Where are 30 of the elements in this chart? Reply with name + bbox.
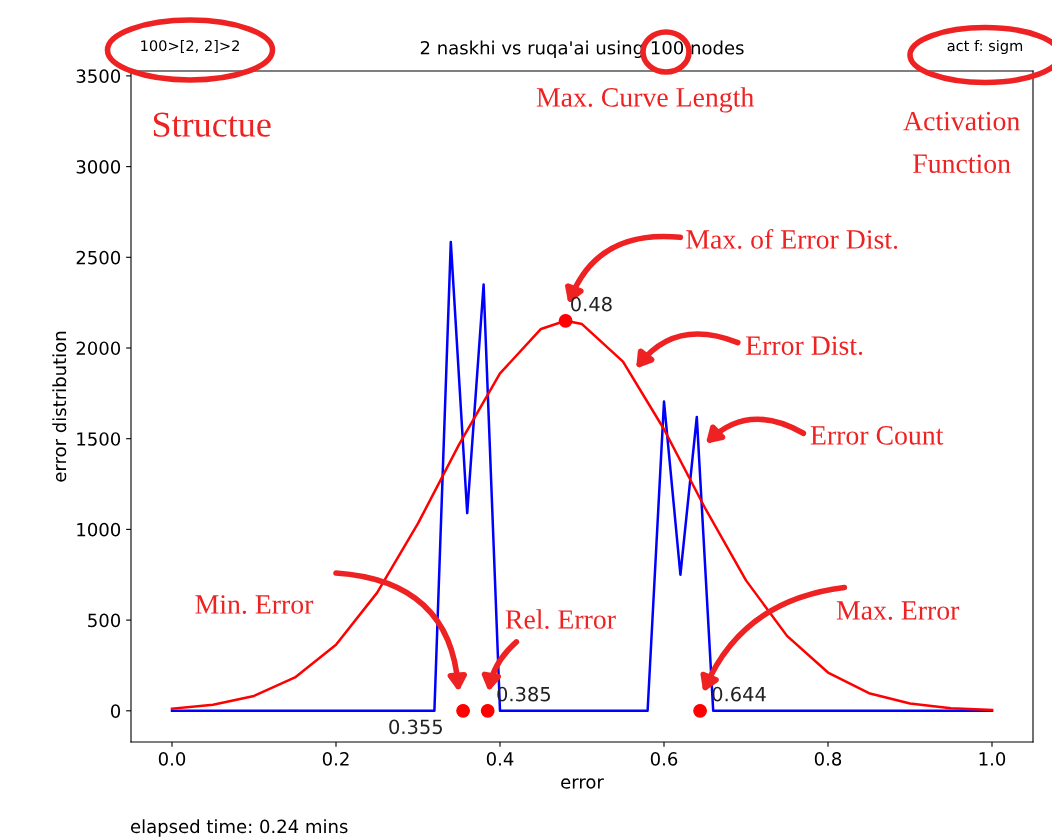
- annotation: Min. Error: [195, 595, 314, 614]
- x-tick-label: 0.2: [322, 752, 349, 766]
- annotation: Activation Function: [903, 111, 1020, 174]
- y-tick-label: 1500: [77, 432, 121, 446]
- text: 100>[2, 2]>2: [141, 39, 239, 53]
- annotation: Rel. Error: [505, 609, 616, 629]
- y-tick-label: 3000: [76, 160, 121, 174]
- x-axis-title: error: [561, 778, 604, 789]
- x-tick-label: 0.8: [814, 752, 842, 766]
- annotation: 0.355: [389, 719, 442, 735]
- y-tick-label: 2500: [76, 250, 121, 265]
- annotation: Error Count: [810, 426, 944, 445]
- annotation: Structue: [153, 112, 271, 137]
- text: elapsed time: 0.24 mins: [131, 819, 348, 837]
- x-tick-label: 0.0: [158, 752, 186, 766]
- annotation: Max. of Error Dist.: [686, 229, 898, 249]
- y-axis-title: error distribution: [52, 331, 67, 482]
- y-tick-label: 0: [110, 704, 121, 718]
- annotation: Error Dist.: [745, 336, 863, 356]
- x-tick-label: 0.6: [650, 752, 678, 766]
- y-tick-label: 3500: [76, 69, 121, 84]
- annotation: Max. Error: [836, 601, 960, 620]
- y-tick-label: 2000: [76, 341, 121, 356]
- annotation: 0.48: [571, 296, 612, 312]
- y-tick-label: 1000: [77, 522, 121, 537]
- text: act f: sigm: [947, 39, 1023, 55]
- x-tick-label: 1.0: [979, 752, 1006, 766]
- annotation: Max. Curve Length: [536, 87, 754, 113]
- y-tick-label: 500: [88, 613, 121, 628]
- x-tick-label: 0.4: [486, 752, 514, 766]
